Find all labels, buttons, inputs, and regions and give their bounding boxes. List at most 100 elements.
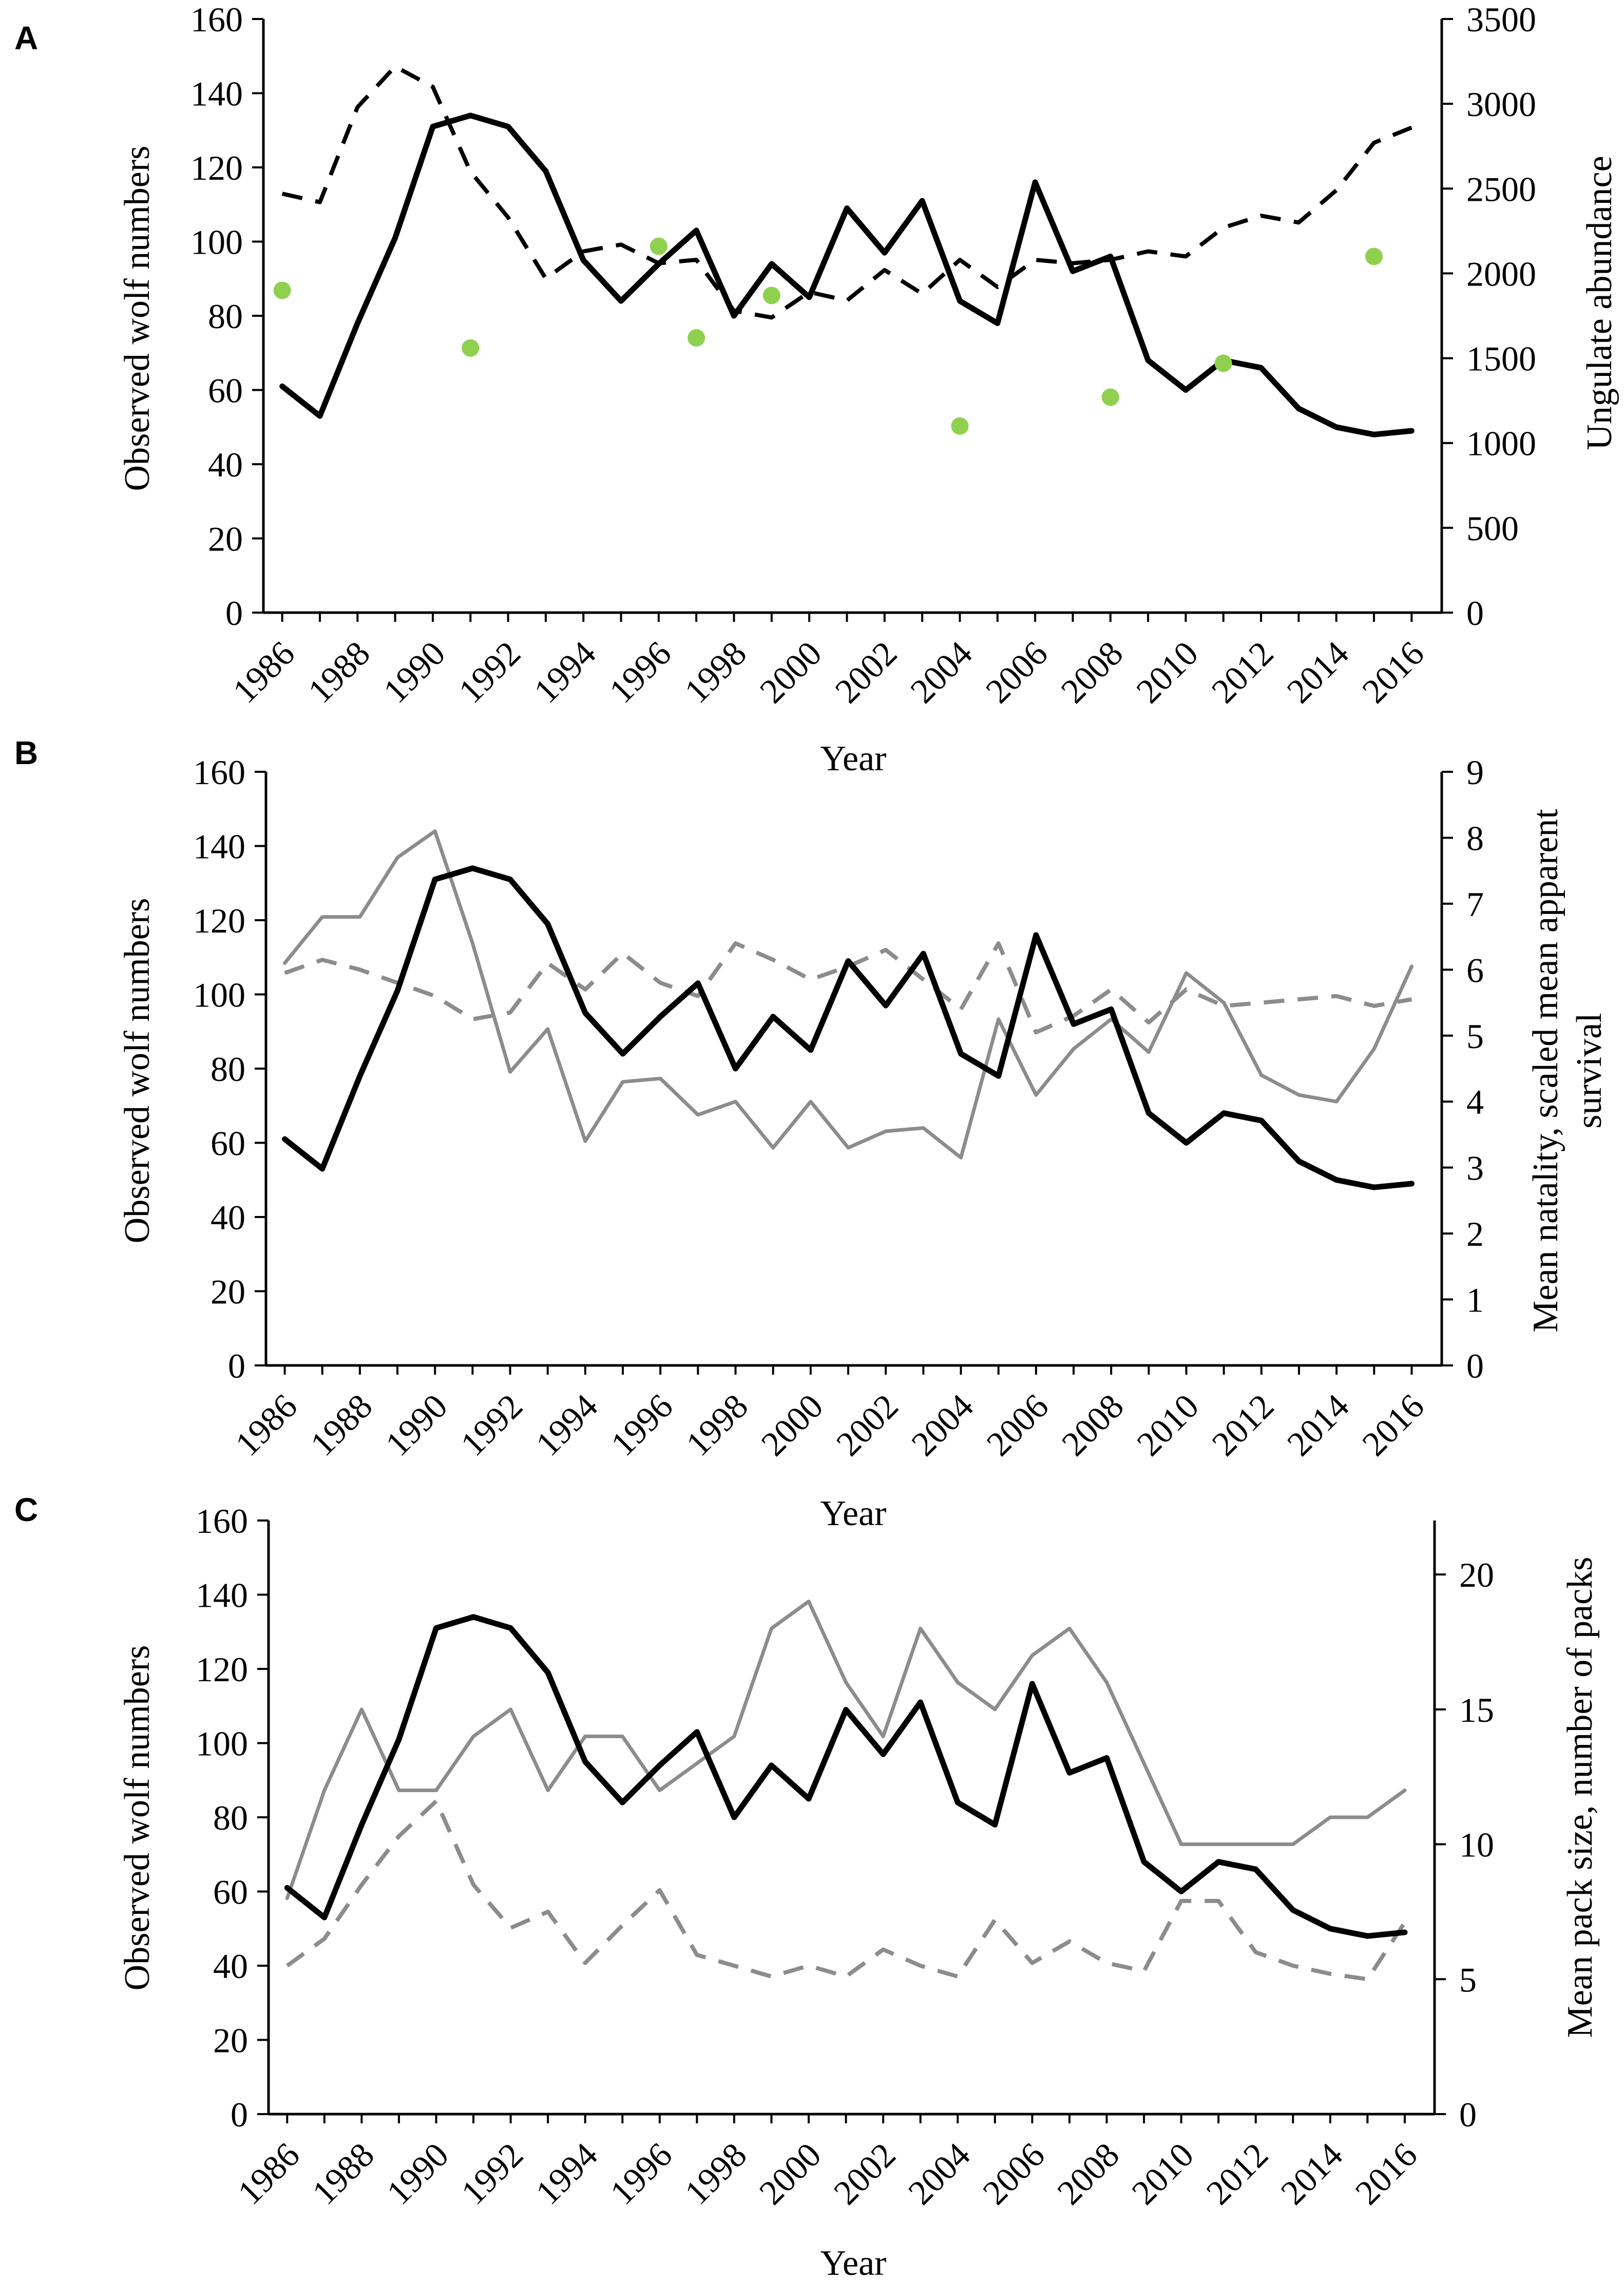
panel-c-left-axis-label: Observed wolf numbers xyxy=(118,1645,157,1991)
panel-b-x-tick-label: 1994 xyxy=(528,1386,605,1463)
panel-c-x-tick-label: 1986 xyxy=(230,2135,307,2212)
panel-b-right-tick-label: 2 xyxy=(1466,1214,1484,1253)
panel-b-right-tick-label: 3 xyxy=(1466,1149,1484,1188)
panel-b: B Observed wolf numbers Mean natality, s… xyxy=(14,734,1609,1533)
panel-b-left-tick-label: 160 xyxy=(193,753,245,792)
panel-b-x-tick-label: 1998 xyxy=(678,1386,755,1463)
panel-a-series-ungulate-survey-point xyxy=(649,237,667,255)
panel-b-series-scaled-mean-apparent-survival-line xyxy=(284,941,1412,1035)
panel-c-left-tick-label: 100 xyxy=(196,1724,248,1763)
panel-a-x-tick-label: 1998 xyxy=(677,634,754,711)
panel-a-left-tick-label: 80 xyxy=(208,297,243,336)
panel-a-right-axis-label: Ungulate abundance xyxy=(1580,156,1619,450)
panel-b-right-tick-label: 1 xyxy=(1466,1281,1484,1320)
panel-a-x-tick-label: 2014 xyxy=(1279,634,1356,711)
panel-c-x-tick-label: 2008 xyxy=(1049,2135,1126,2212)
panel-b-right-axis-label-line1: Mean natality, scaled mean apparent xyxy=(1526,809,1565,1333)
panel-c-right-tick-label: 0 xyxy=(1459,2095,1477,2134)
panel-a-series-ungulate-survey-point xyxy=(762,287,780,305)
panel-c-right-axis-label: Mean pack size, number of packs xyxy=(1560,1557,1600,2038)
panel-c-left-tick-label: 20 xyxy=(213,2021,248,2060)
panel-b-left-tick-label: 80 xyxy=(211,1050,245,1089)
panel-a-series-observed-wolf-numbers-line xyxy=(279,112,1415,438)
panel-b-right-tick-label: 5 xyxy=(1466,1017,1484,1056)
panel-b-x-tick-label: 1990 xyxy=(378,1386,455,1463)
panel-c-x-tick-label: 2016 xyxy=(1348,2135,1425,2212)
panel-c-left-tick-label: 40 xyxy=(213,1947,248,1986)
panel-b-x-tick-label: 2000 xyxy=(754,1386,831,1463)
panel-c-series-number-of-packs-line xyxy=(285,1600,1407,1900)
panel-b-x-axis-label: Year xyxy=(820,1494,887,1533)
panel-b-left-tick-label: 60 xyxy=(211,1124,245,1163)
panel-b-right-tick-label: 9 xyxy=(1466,753,1484,792)
panel-b-plot-area: 0204060801001201401600123456789198619881… xyxy=(193,753,1484,1463)
panel-c-right-tick-label: 20 xyxy=(1459,1555,1494,1594)
panel-c-x-tick-label: 2012 xyxy=(1198,2135,1275,2212)
panel-a-plot-area: 0 20 40 60 80 100 120 140 160 0 500 1000 1500 2000 250… xyxy=(190,0,1536,711)
panel-c: C Observed wolf numbers Mean pack size, … xyxy=(14,1491,1600,2281)
panel-c-x-tick-label: 1988 xyxy=(304,2135,381,2212)
panel-b-x-tick-label: 2002 xyxy=(829,1386,906,1463)
panel-a: A Observed wolf numbers Ungulate abundan… xyxy=(14,0,1619,778)
panel-c-x-tick-label: 2002 xyxy=(826,2135,903,2212)
panel-a-x-tick-label: 2006 xyxy=(978,634,1055,711)
panel-c-x-tick-label: 2006 xyxy=(975,2135,1052,2212)
panel-b-right-tick-label: 6 xyxy=(1466,951,1484,990)
panel-a-right-tick-label: 3000 xyxy=(1466,85,1536,124)
panel-a-x-tick-label: 2012 xyxy=(1204,634,1281,711)
panel-b-x-tick-label: 2010 xyxy=(1129,1386,1206,1463)
panel-a-x-tick-label: 1996 xyxy=(602,634,679,711)
panel-b-left-tick-label: 140 xyxy=(193,827,245,866)
panel-b-x-tick-label: 2004 xyxy=(904,1386,981,1463)
panel-c-x-tick-label: 1994 xyxy=(528,2135,605,2212)
panel-c-left-tick-label: 140 xyxy=(196,1576,248,1615)
panel-a-left-tick-label: 140 xyxy=(190,74,243,113)
panel-c-plot-area: 0204060801001201401600510152019861988199… xyxy=(196,1501,1494,2212)
panel-b-x-tick-label: 2006 xyxy=(979,1386,1056,1463)
panel-b-x-tick-label: 1992 xyxy=(453,1386,530,1463)
panel-a-x-tick-label: 2008 xyxy=(1053,634,1130,711)
panel-a-x-tick-label: 1994 xyxy=(526,634,603,711)
panel-a-left-tick-label: 100 xyxy=(190,223,243,262)
panel-a-left-tick-label: 20 xyxy=(208,520,243,559)
panel-b-left-tick-label: 0 xyxy=(228,1346,245,1385)
panel-a-left-tick-label: 160 xyxy=(190,0,243,39)
panel-a-series-ungulate-survey-point xyxy=(462,339,480,357)
panel-a-x-tick-label: 2000 xyxy=(752,634,829,711)
panel-c-x-tick-label: 2004 xyxy=(901,2135,978,2212)
panel-c-right-tick-label: 5 xyxy=(1459,1960,1477,1999)
panel-a-left-axis-label: Observed wolf numbers xyxy=(118,146,157,491)
panel-c-x-tick-label: 1992 xyxy=(453,2135,530,2212)
panel-b-x-tick-label: 2016 xyxy=(1354,1386,1431,1463)
panel-b-right-tick-label: 0 xyxy=(1466,1346,1484,1385)
panel-b-x-tick-label: 2008 xyxy=(1054,1386,1131,1463)
panel-a-right-tick-label: 2000 xyxy=(1466,254,1536,293)
panel-c-right-tick-label: 15 xyxy=(1459,1690,1494,1729)
panel-c-x-tick-label: 2000 xyxy=(752,2135,829,2212)
panel-a-x-tick-label: 1986 xyxy=(225,634,302,711)
panel-b-series-mean-natality-line xyxy=(283,829,1413,1159)
panel-b-x-tick-label: 1988 xyxy=(303,1386,380,1463)
panel-a-right-tick-label: 1500 xyxy=(1466,339,1536,378)
panel-b-left-axis-label: Observed wolf numbers xyxy=(118,898,157,1244)
panel-c-left-tick-label: 80 xyxy=(213,1798,248,1837)
panel-c-x-tick-label: 2014 xyxy=(1273,2135,1350,2212)
panel-c-x-axis-label: Year xyxy=(820,2244,887,2281)
panel-c-letter: C xyxy=(14,1491,38,1528)
panel-a-series-ungulate-survey-point xyxy=(687,329,705,347)
panel-a-x-tick-label: 1992 xyxy=(451,634,528,711)
panel-b-x-tick-label: 2014 xyxy=(1279,1386,1356,1463)
panel-a-left-tick-label: 40 xyxy=(208,445,243,484)
panel-c-x-tick-label: 1996 xyxy=(603,2135,680,2212)
panel-c-right-tick-label: 10 xyxy=(1459,1826,1494,1865)
panel-a-left-tick-label: 120 xyxy=(190,148,243,187)
panel-a-left-tick-label: 0 xyxy=(225,594,243,633)
panel-b-right-axis-label-line2: survival xyxy=(1570,1013,1609,1129)
panel-b-right-tick-label: 7 xyxy=(1466,885,1484,924)
panel-a-x-tick-label: 2004 xyxy=(903,634,980,711)
panel-b-x-tick-label: 1996 xyxy=(603,1386,680,1463)
panel-a-letter: A xyxy=(14,20,38,56)
panel-a-x-tick-label: 2010 xyxy=(1129,634,1206,711)
panel-a-right-tick-label: 3500 xyxy=(1466,0,1536,39)
